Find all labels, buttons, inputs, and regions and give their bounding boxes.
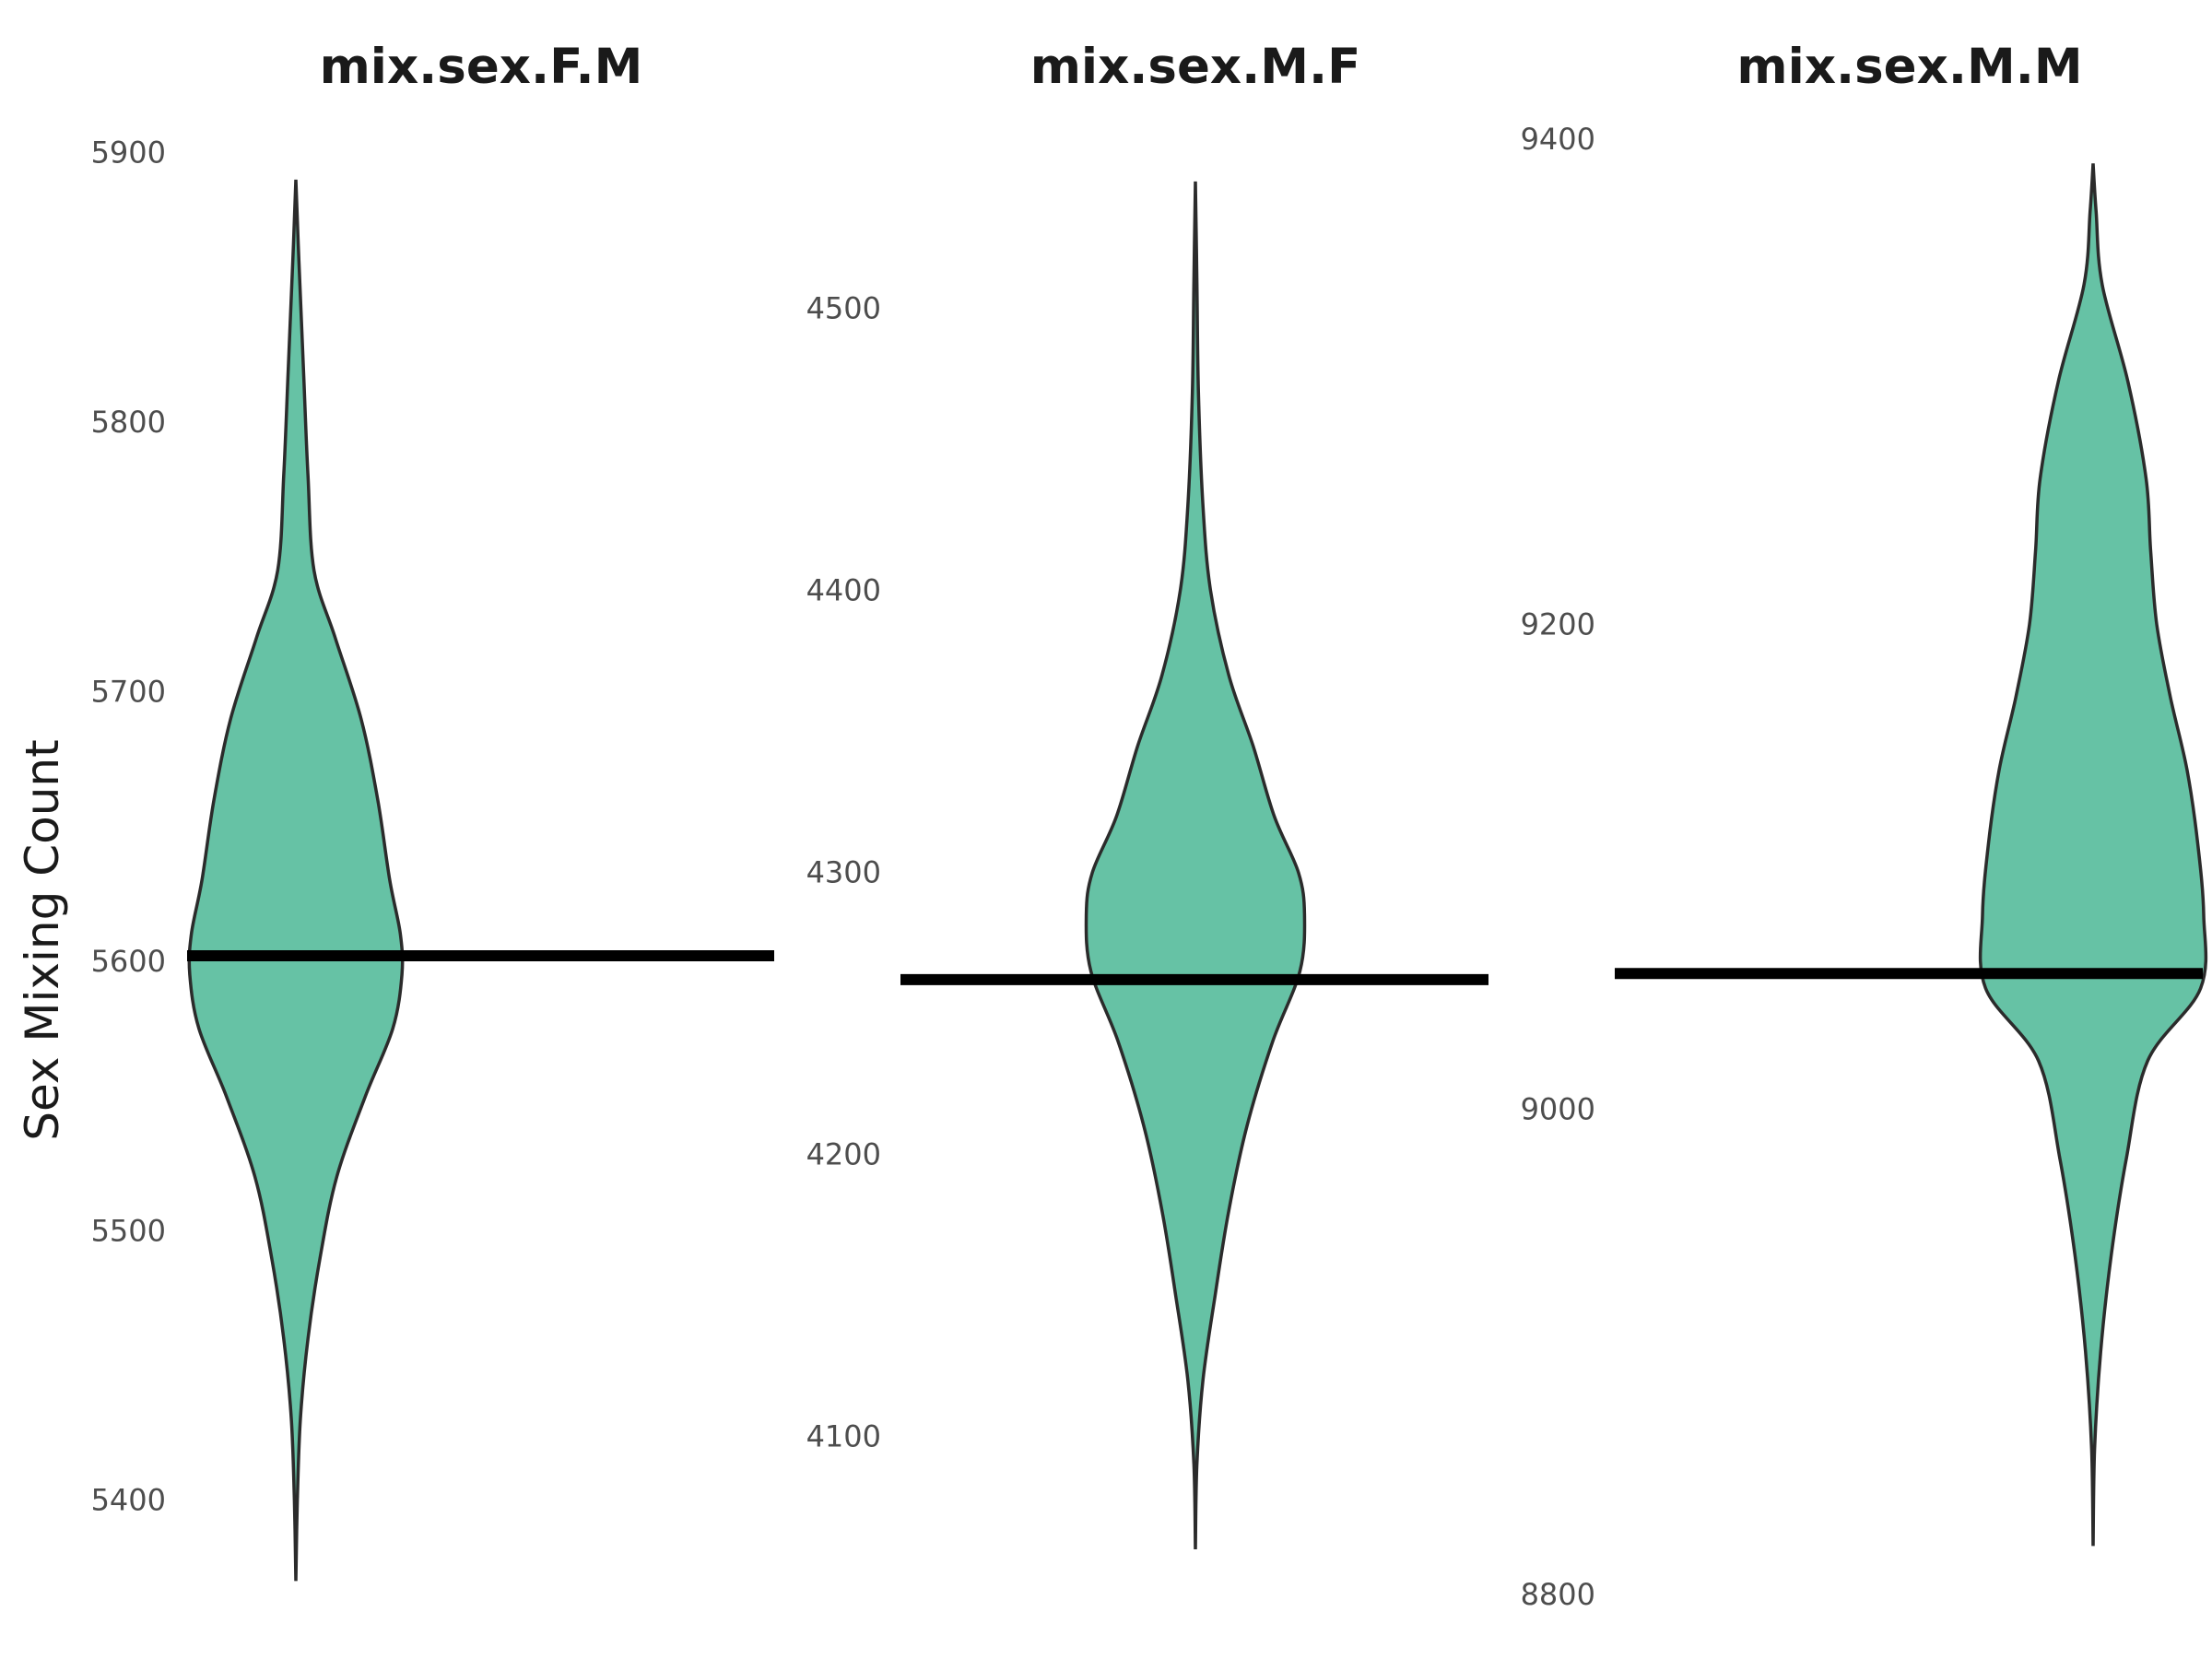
- y-tick-label: 4300: [806, 855, 881, 890]
- panel-1: mix.sex.F.M 5400 5500 5600 5700 5800 5900: [91, 39, 774, 1582]
- y-tick-label: 8800: [1521, 1577, 1595, 1612]
- panel-2: mix.sex.M.F 4100 4200 4300 4400 4500: [806, 39, 1488, 1550]
- y-tick-label: 9400: [1521, 122, 1595, 157]
- y-tick-label: 5500: [91, 1213, 166, 1248]
- y-tick-label: 5800: [91, 405, 166, 440]
- violin-shape: [1084, 181, 1307, 1550]
- y-tick-label: 5600: [91, 944, 166, 979]
- panels: mix.sex.F.M540055005600570058005900mix.s…: [91, 39, 2208, 1612]
- y-tick-label: 4500: [806, 291, 881, 326]
- y-tick-label: 9000: [1521, 1092, 1595, 1127]
- panel-title: mix.sex.F.M: [320, 39, 643, 95]
- y-tick-label: 5400: [91, 1483, 166, 1518]
- violin-shape: [187, 179, 405, 1582]
- y-tick-label: 5900: [91, 135, 166, 171]
- panel-title: mix.sex.M.M: [1736, 39, 2082, 95]
- y-axis-label: Sex Mixing Count: [16, 739, 69, 1140]
- y-tick-label: 4400: [806, 573, 881, 608]
- panel-title: mix.sex.M.F: [1030, 39, 1361, 95]
- y-tick-label: 4100: [806, 1419, 881, 1454]
- violin-shape: [1978, 163, 2208, 1547]
- y-tick-label: 4200: [806, 1137, 881, 1172]
- y-tick-label: 9200: [1521, 606, 1595, 641]
- y-tick-label: 5700: [91, 674, 166, 709]
- panel-3: mix.sex.M.M 8800 9000 9200 9400: [1521, 39, 2208, 1612]
